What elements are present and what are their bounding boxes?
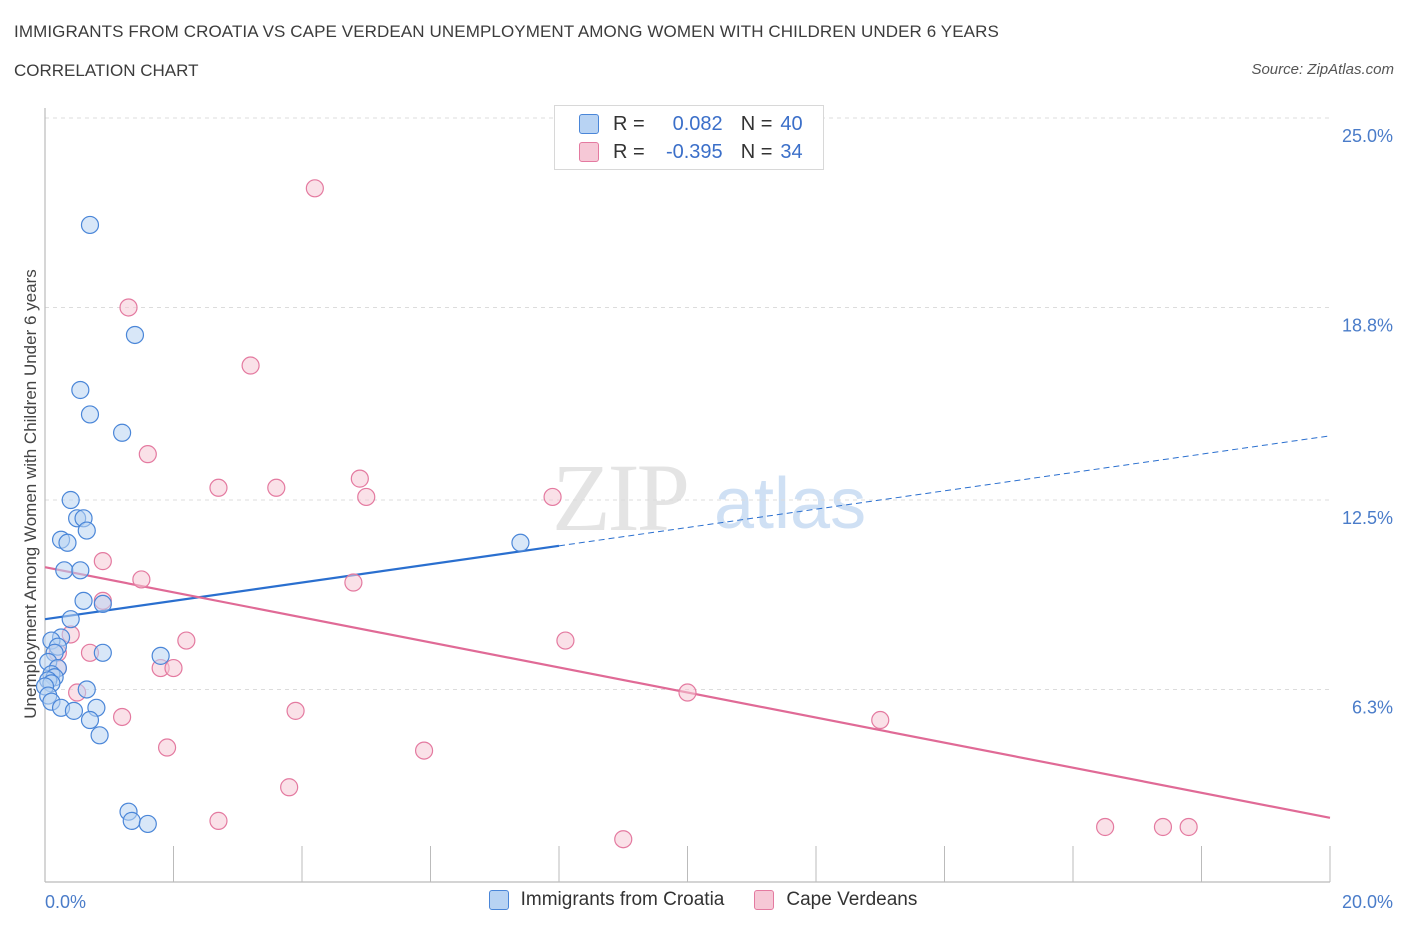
cape-verdean-point <box>543 487 562 507</box>
croatia-point <box>125 325 145 345</box>
n-value: 34 <box>780 140 803 163</box>
croatia-point <box>64 701 84 720</box>
cape-verdean-point <box>614 830 633 849</box>
series-legend: Immigrants from Croatia Cape Verdeans <box>0 889 1406 911</box>
croatia-point <box>90 726 109 745</box>
y-tick-label: 6.3% <box>1352 697 1393 717</box>
x-tick-label: 0.0% <box>45 892 86 912</box>
legend-item-croatia[interactable]: Immigrants from Croatia <box>488 889 725 911</box>
croatia-point <box>71 561 90 580</box>
legend-row-croatia: R = 0.082 N = 40 <box>579 111 803 137</box>
cape-verdean-point <box>344 573 363 592</box>
cape-verdean-point <box>357 487 376 507</box>
cape-verdean-point <box>112 707 132 727</box>
cape-verdean-point <box>209 478 228 497</box>
cape-verdean-point <box>280 778 299 797</box>
y-tick-labels: 6.3% 12.5% 18.8% 25.0% <box>1342 126 1393 717</box>
source-credit: Source: ZipAtlas.com <box>1251 61 1394 78</box>
cape-verdean-point <box>305 179 324 198</box>
cape-verdean-point <box>267 478 286 497</box>
r-label: R = <box>613 112 645 135</box>
cape-verdean-point <box>93 552 112 571</box>
y-tick-label: 12.5% <box>1342 508 1393 528</box>
stats-legend: R = 0.082 N = 40 R = -0.395 N = 34 <box>554 105 824 170</box>
y-axis-label: Unemployment Among Women with Children U… <box>21 269 40 718</box>
x-tick-labels: 0.0% 20.0% <box>45 892 1393 912</box>
r-label: R = <box>613 140 645 163</box>
croatia-trendline <box>44 544 560 621</box>
cape-verdean-point <box>414 741 434 760</box>
watermark-zip: ZIP <box>552 444 687 551</box>
legend-swatch-pink <box>579 142 599 162</box>
y-tick-label: 18.8% <box>1342 315 1393 335</box>
croatia-point <box>61 490 80 510</box>
croatia-point <box>93 594 112 614</box>
croatia-point <box>80 710 100 730</box>
legend-label: Cape Verdeans <box>786 889 918 910</box>
cape-verdean-point <box>1153 817 1173 837</box>
croatia-point <box>55 561 74 580</box>
cape-verdean-point <box>871 710 890 730</box>
legend-swatch-pink <box>754 890 775 910</box>
croatia-point <box>77 680 96 699</box>
cape-verdean-point <box>132 570 151 589</box>
data-points <box>35 179 1198 849</box>
legend-swatch-blue <box>488 890 509 910</box>
r-value: -0.395 <box>665 140 723 163</box>
cape-verdean-point <box>1179 817 1198 837</box>
croatia-point <box>511 533 530 552</box>
cape-verdean-point <box>177 631 196 650</box>
n-label: N = <box>740 140 773 163</box>
croatia-point <box>61 610 80 629</box>
croatia-point <box>74 591 93 610</box>
chart-title: IMMIGRANTS FROM CROATIA VS CAPE VERDEAN … <box>14 22 999 41</box>
croatia-point <box>77 521 96 540</box>
axes <box>44 108 1331 883</box>
cape-verdean-point <box>286 701 305 720</box>
cape-verdean-point <box>157 738 177 757</box>
y-tick-label: 25.0% <box>1342 126 1393 146</box>
croatia-point <box>151 646 170 665</box>
watermark-atlas: atlas <box>714 464 866 544</box>
cape-verdean-point <box>1096 817 1115 837</box>
croatia-point <box>58 533 77 552</box>
cape-verdean-point <box>209 811 228 830</box>
cape-verdean-point <box>556 631 575 650</box>
n-label: N = <box>740 112 773 135</box>
croatia-point <box>80 215 100 235</box>
chart-subtitle: CORRELATION CHART <box>14 61 199 80</box>
cape-verdean-point <box>678 683 697 702</box>
croatia-point <box>93 643 112 662</box>
croatia-point <box>71 380 90 400</box>
croatia-point <box>112 423 132 442</box>
cape-verdean-point <box>350 469 369 488</box>
r-value: 0.082 <box>672 112 723 135</box>
legend-item-cape-verdeans[interactable]: Cape Verdeans <box>754 889 917 911</box>
cape-verdean-point <box>119 298 138 317</box>
cape-verdean-point <box>164 658 183 678</box>
trendlines <box>44 435 1331 819</box>
croatia-point <box>138 814 157 834</box>
x-tick-label: 20.0% <box>1342 892 1393 912</box>
croatia-point <box>122 811 141 830</box>
cape-verdean-point <box>241 356 260 375</box>
watermark: ZIP atlas <box>552 444 866 551</box>
cape-verdean-point <box>138 445 157 464</box>
legend-swatch-blue <box>579 114 599 134</box>
legend-row-cape-verdeans: R = -0.395 N = 34 <box>579 139 803 165</box>
legend-label: Immigrants from Croatia <box>520 889 725 910</box>
croatia-point <box>80 405 100 424</box>
n-value: 40 <box>780 112 803 135</box>
